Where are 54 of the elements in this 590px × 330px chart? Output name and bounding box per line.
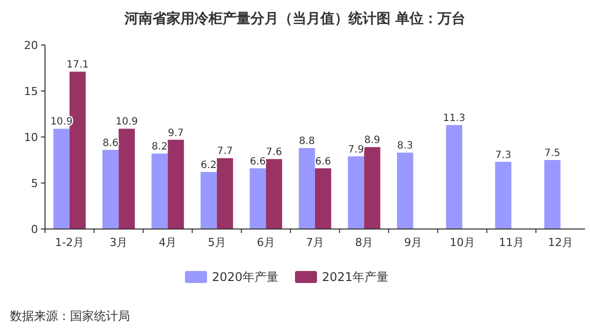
y-tick-label: 15 [24, 85, 38, 98]
bar [348, 156, 364, 229]
bar [250, 168, 266, 229]
data-label: 17.1 [66, 60, 89, 71]
bar [315, 168, 332, 229]
data-label: 8.2 [152, 142, 168, 153]
chart-title: 河南省家用冷柜产量分月（当月值）统计图 单位：万台 [124, 10, 466, 27]
x-tick-label: 3月 [110, 236, 128, 249]
x-tick-label: 8月 [355, 236, 374, 249]
y-tick-label: 5 [31, 177, 38, 190]
x-tick-label: 7月 [306, 236, 324, 249]
bar [544, 160, 560, 229]
bar [53, 128, 70, 229]
bar [102, 150, 119, 229]
data-label: 8.6 [102, 138, 118, 149]
data-label: 7.3 [495, 150, 512, 161]
x-tick-label: 5月 [208, 236, 226, 249]
x-tick-label: 4月 [158, 236, 177, 249]
x-tick-label: 1-2月 [55, 236, 84, 249]
bar [118, 128, 135, 229]
y-tick-label: 0 [31, 223, 38, 236]
bar [298, 148, 315, 229]
y-tick-label: 10 [24, 131, 38, 144]
bar [396, 152, 414, 229]
data-label: 10.9 [116, 116, 138, 128]
x-tick-label: 11月 [498, 236, 524, 249]
bar [152, 154, 168, 229]
data-label: 6.6 [315, 156, 332, 168]
data-label: 7.5 [544, 148, 560, 159]
bar [168, 140, 184, 229]
bar [266, 159, 282, 229]
x-tick-label: 9月 [404, 236, 422, 249]
bar [364, 147, 380, 229]
y-tick-label: 20 [24, 39, 38, 52]
data-label: 8.8 [298, 136, 315, 148]
bar [495, 162, 512, 229]
data-label: 8.9 [364, 135, 380, 146]
data-label: 11.3 [443, 113, 466, 124]
data-label: 6.2 [200, 160, 217, 171]
data-label: 6.6 [250, 156, 266, 168]
x-tick-label: 12月 [548, 236, 573, 249]
data-label: 7.9 [348, 144, 364, 156]
bar [200, 172, 217, 229]
x-tick-label: 10月 [450, 236, 475, 249]
legend-label: 2020年产量 [212, 270, 279, 284]
legend-label: 2021年产量 [322, 270, 389, 284]
data-label: 7.7 [216, 146, 233, 158]
x-tick-label: 6月 [256, 236, 275, 249]
data-label: 9.7 [168, 128, 184, 139]
data-label: 7.6 [266, 147, 282, 158]
source-note: 数据来源：国家统计局 [10, 309, 130, 323]
bar [216, 158, 234, 229]
data-label: 8.3 [397, 140, 414, 152]
bar [446, 125, 462, 229]
